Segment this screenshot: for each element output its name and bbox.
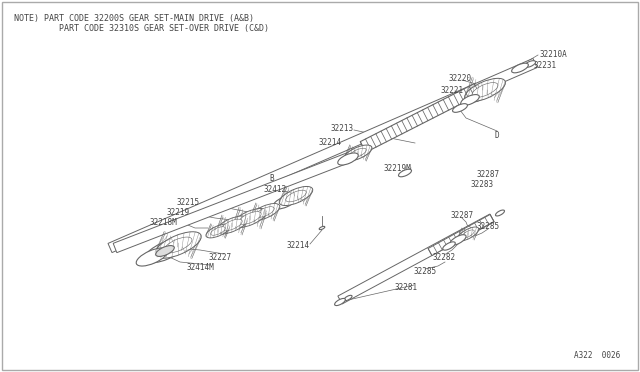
Ellipse shape — [239, 212, 261, 224]
Text: PART CODE 32310S GEAR SET-OVER DRIVE (C&D): PART CODE 32310S GEAR SET-OVER DRIVE (C&… — [14, 24, 269, 33]
Ellipse shape — [472, 83, 498, 97]
Text: 32231: 32231 — [533, 61, 557, 70]
Ellipse shape — [443, 242, 455, 250]
Ellipse shape — [286, 190, 306, 202]
Text: 32414M: 32414M — [186, 263, 214, 273]
Ellipse shape — [273, 195, 297, 209]
Ellipse shape — [319, 227, 324, 230]
Text: 32285: 32285 — [413, 267, 436, 276]
Text: 32218M: 32218M — [149, 218, 177, 227]
Text: 32287: 32287 — [451, 211, 474, 219]
Text: 32219M: 32219M — [383, 164, 411, 173]
Text: NOTE) PART CODE 32200S GEAR SET-MAIN DRIVE (A&B): NOTE) PART CODE 32200S GEAR SET-MAIN DRI… — [14, 14, 254, 23]
Ellipse shape — [335, 298, 346, 305]
Ellipse shape — [216, 216, 248, 234]
Ellipse shape — [450, 235, 466, 245]
Ellipse shape — [349, 148, 366, 158]
Ellipse shape — [222, 219, 242, 231]
Ellipse shape — [233, 208, 267, 228]
Ellipse shape — [344, 145, 372, 161]
Ellipse shape — [461, 94, 479, 105]
Ellipse shape — [511, 63, 529, 73]
Text: 32220: 32220 — [449, 74, 472, 83]
Text: 32214: 32214 — [319, 138, 342, 147]
Ellipse shape — [495, 210, 504, 216]
Ellipse shape — [338, 153, 358, 165]
Ellipse shape — [524, 61, 536, 67]
Text: 32412: 32412 — [264, 185, 287, 193]
Text: A322  0026: A322 0026 — [573, 351, 620, 360]
Ellipse shape — [145, 239, 186, 263]
Ellipse shape — [462, 85, 494, 103]
Text: 32287: 32287 — [476, 170, 500, 179]
Ellipse shape — [344, 295, 352, 301]
Ellipse shape — [164, 237, 192, 253]
Text: 32227: 32227 — [209, 253, 232, 263]
Ellipse shape — [155, 232, 201, 258]
Ellipse shape — [206, 224, 230, 238]
Polygon shape — [338, 214, 494, 304]
Text: 32282: 32282 — [433, 253, 456, 263]
Ellipse shape — [156, 246, 174, 256]
Text: 32213: 32213 — [330, 124, 353, 132]
Polygon shape — [428, 215, 494, 256]
Text: 32214: 32214 — [287, 241, 310, 250]
Ellipse shape — [461, 230, 474, 238]
Polygon shape — [108, 58, 537, 253]
Ellipse shape — [457, 227, 479, 241]
Text: 32210A: 32210A — [539, 49, 567, 58]
Text: D: D — [495, 131, 499, 140]
Text: B: B — [269, 173, 275, 183]
Text: 32221: 32221 — [440, 86, 463, 94]
Ellipse shape — [136, 248, 168, 266]
Ellipse shape — [452, 104, 467, 112]
Text: 32285: 32285 — [476, 221, 500, 231]
Ellipse shape — [256, 207, 275, 217]
Text: 32283: 32283 — [470, 180, 493, 189]
Polygon shape — [113, 153, 352, 253]
Ellipse shape — [465, 78, 506, 102]
Text: 32219: 32219 — [166, 208, 189, 217]
Polygon shape — [360, 84, 480, 153]
Text: 32215: 32215 — [177, 198, 200, 206]
Ellipse shape — [399, 169, 412, 177]
Text: 32281: 32281 — [394, 282, 417, 292]
Ellipse shape — [211, 227, 225, 235]
Ellipse shape — [250, 203, 280, 221]
Ellipse shape — [279, 186, 313, 206]
